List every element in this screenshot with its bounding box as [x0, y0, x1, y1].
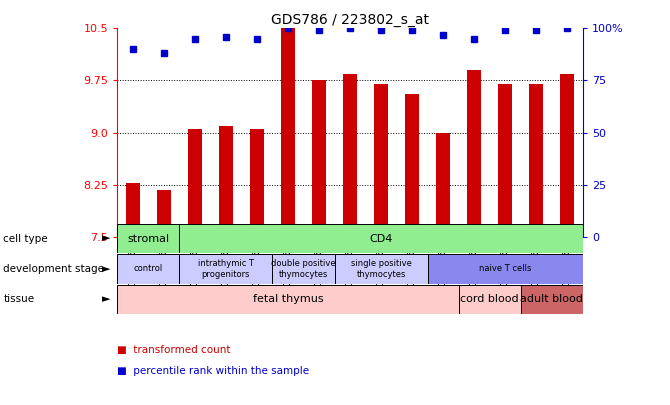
Text: tissue: tissue [3, 294, 34, 304]
Bar [498, 84, 513, 237]
Text: ■  percentile rank within the sample: ■ percentile rank within the sample [117, 366, 310, 375]
Bar [219, 126, 233, 237]
Text: control: control [134, 264, 163, 273]
Text: stromal: stromal [127, 234, 170, 243]
Title: GDS786 / 223802_s_at: GDS786 / 223802_s_at [271, 13, 429, 27]
Bar [467, 70, 481, 237]
Text: cell type: cell type [3, 234, 48, 243]
Bar [529, 84, 543, 237]
Text: CD4: CD4 [369, 234, 393, 243]
Text: adult blood: adult blood [521, 294, 584, 304]
Bar [188, 129, 202, 237]
Text: development stage: development stage [3, 264, 105, 274]
Bar [117, 285, 459, 314]
Bar [405, 94, 419, 237]
Bar [180, 254, 273, 284]
Bar [560, 74, 574, 237]
Text: ►: ► [102, 234, 111, 243]
Bar [334, 254, 427, 284]
Bar [250, 129, 264, 237]
Text: single positive
thymocytes: single positive thymocytes [350, 259, 411, 279]
Text: ►: ► [102, 264, 111, 274]
Bar [459, 285, 521, 314]
Bar [117, 254, 180, 284]
Bar [436, 132, 450, 237]
Text: ►: ► [102, 294, 111, 304]
Bar [180, 224, 583, 253]
Bar [281, 28, 295, 237]
Text: cord blood: cord blood [460, 294, 519, 304]
Bar [117, 224, 180, 253]
Bar [312, 81, 326, 237]
Bar [521, 285, 583, 314]
Text: fetal thymus: fetal thymus [253, 294, 324, 304]
Bar [343, 74, 357, 237]
Bar [427, 254, 583, 284]
Bar [374, 84, 388, 237]
Text: intrathymic T
progenitors: intrathymic T progenitors [198, 259, 254, 279]
Bar [157, 190, 171, 237]
Text: naive T cells: naive T cells [479, 264, 531, 273]
Text: ■  transformed count: ■ transformed count [117, 345, 230, 355]
Text: double positive
thymocytes: double positive thymocytes [271, 259, 336, 279]
Bar [126, 183, 140, 237]
Bar [273, 254, 334, 284]
